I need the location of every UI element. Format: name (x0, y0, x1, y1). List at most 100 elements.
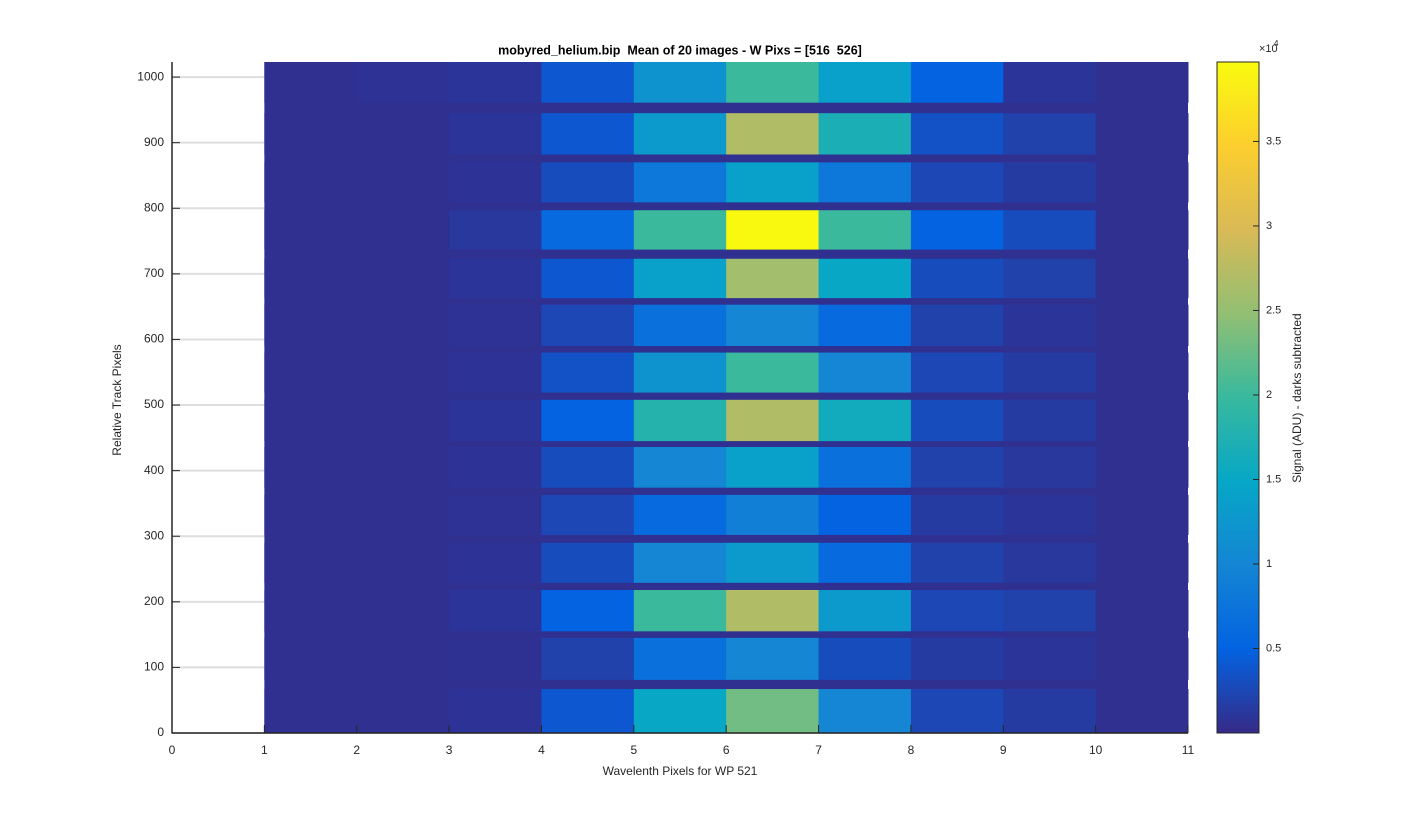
heat-cell (449, 399, 542, 442)
heat-cell (1095, 447, 1189, 488)
y-tick-label: 300 (144, 528, 164, 542)
heat-cell (1095, 542, 1189, 583)
heat-cell (264, 162, 358, 203)
x-tick-label: 5 (630, 743, 637, 757)
heat-cell (726, 304, 820, 347)
heat-cell (633, 542, 727, 583)
heat-cell (449, 447, 542, 488)
x-tick-label: 7 (815, 743, 822, 757)
heat-cell (818, 162, 912, 203)
heat-cell (356, 494, 450, 535)
heat-cell (910, 689, 1004, 733)
heat-cell (541, 590, 635, 632)
heat-cell (1095, 304, 1189, 347)
heat-cell (1003, 399, 1097, 442)
heat-cell (1003, 590, 1097, 632)
heat-cell (818, 258, 912, 299)
y-tick-label: 900 (144, 135, 164, 149)
heat-cell (1095, 689, 1189, 733)
heat-cell (1003, 210, 1097, 250)
heat-cell (633, 113, 727, 155)
y-tick-label: 1000 (137, 69, 164, 83)
heat-cell (818, 542, 912, 583)
heat-cell (818, 494, 912, 535)
colorbar-tick-label: 2 (1266, 389, 1272, 401)
heat-cell (541, 304, 635, 347)
colorbar-tick-label: 1 (1266, 558, 1272, 570)
colorbar-exponent: 4 (1274, 39, 1279, 48)
heat-cell (726, 494, 820, 535)
y-tick-label: 200 (144, 594, 164, 608)
heat-cell (356, 210, 450, 250)
heat-cell (264, 637, 358, 680)
heat-cell (264, 258, 358, 299)
heat-cell (910, 352, 1004, 393)
x-tick-label: 11 (1182, 743, 1195, 757)
heat-cell (356, 590, 450, 632)
heat-cell (356, 689, 450, 733)
heat-cell (1095, 494, 1189, 535)
heat-cell (910, 62, 1004, 103)
heat-cell (818, 210, 912, 250)
heat-cell (1003, 162, 1097, 203)
heat-cell (726, 258, 820, 299)
heat-cell (541, 542, 635, 583)
heat-cell (541, 447, 635, 488)
heat-cell (264, 590, 358, 632)
heat-cell (910, 542, 1004, 583)
heat-cell (1095, 352, 1189, 393)
heat-cell (356, 113, 450, 155)
x-tick-label: 9 (1000, 743, 1007, 757)
x-tick-label: 0 (169, 743, 176, 757)
heat-cell (449, 113, 542, 155)
x-tick-label: 2 (353, 743, 360, 757)
heat-cell (726, 210, 820, 250)
heat-cell (818, 447, 912, 488)
heat-cell (633, 210, 727, 250)
heat-cell (1003, 637, 1097, 680)
heat-cell (1095, 399, 1189, 442)
heat-cell (1003, 62, 1097, 103)
heat-cell (1095, 210, 1189, 250)
heat-cell (726, 162, 820, 203)
x-tick-label: 10 (1089, 743, 1103, 757)
heat-cell (449, 689, 542, 733)
heat-cell (910, 590, 1004, 632)
heat-cell (633, 494, 727, 535)
heat-cell (356, 162, 450, 203)
heat-cell (910, 162, 1004, 203)
heat-cell (910, 258, 1004, 299)
heat-cell (449, 590, 542, 632)
y-tick-label: 700 (144, 266, 164, 280)
heat-cell (726, 590, 820, 632)
heat-cell (633, 399, 727, 442)
x-tick-label: 4 (538, 743, 545, 757)
heat-cell (1003, 542, 1097, 583)
heat-cell (1095, 113, 1189, 155)
heat-cell (726, 62, 820, 103)
heat-cell (910, 210, 1004, 250)
heat-cell (264, 62, 358, 103)
heat-cell (1003, 689, 1097, 733)
heat-cell (541, 689, 635, 733)
heat-cell (818, 399, 912, 442)
heat-cell (633, 590, 727, 632)
heat-cell (910, 304, 1004, 347)
heat-cell (541, 399, 635, 442)
heat-cell (633, 62, 727, 103)
heat-cell (541, 113, 635, 155)
heat-cell (541, 352, 635, 393)
heat-cell (356, 258, 450, 299)
heat-cell (818, 689, 912, 733)
heat-cell (541, 162, 635, 203)
heat-cell (1003, 494, 1097, 535)
heat-cell (633, 637, 727, 680)
colorbar-label: Signal (ADU) - darks subtracted (1290, 313, 1304, 482)
heat-cell (910, 637, 1004, 680)
heat-cell (818, 637, 912, 680)
heat-cell (1003, 352, 1097, 393)
heat-cell (1095, 162, 1189, 203)
heat-cell (264, 304, 358, 347)
heat-cell (1003, 258, 1097, 299)
